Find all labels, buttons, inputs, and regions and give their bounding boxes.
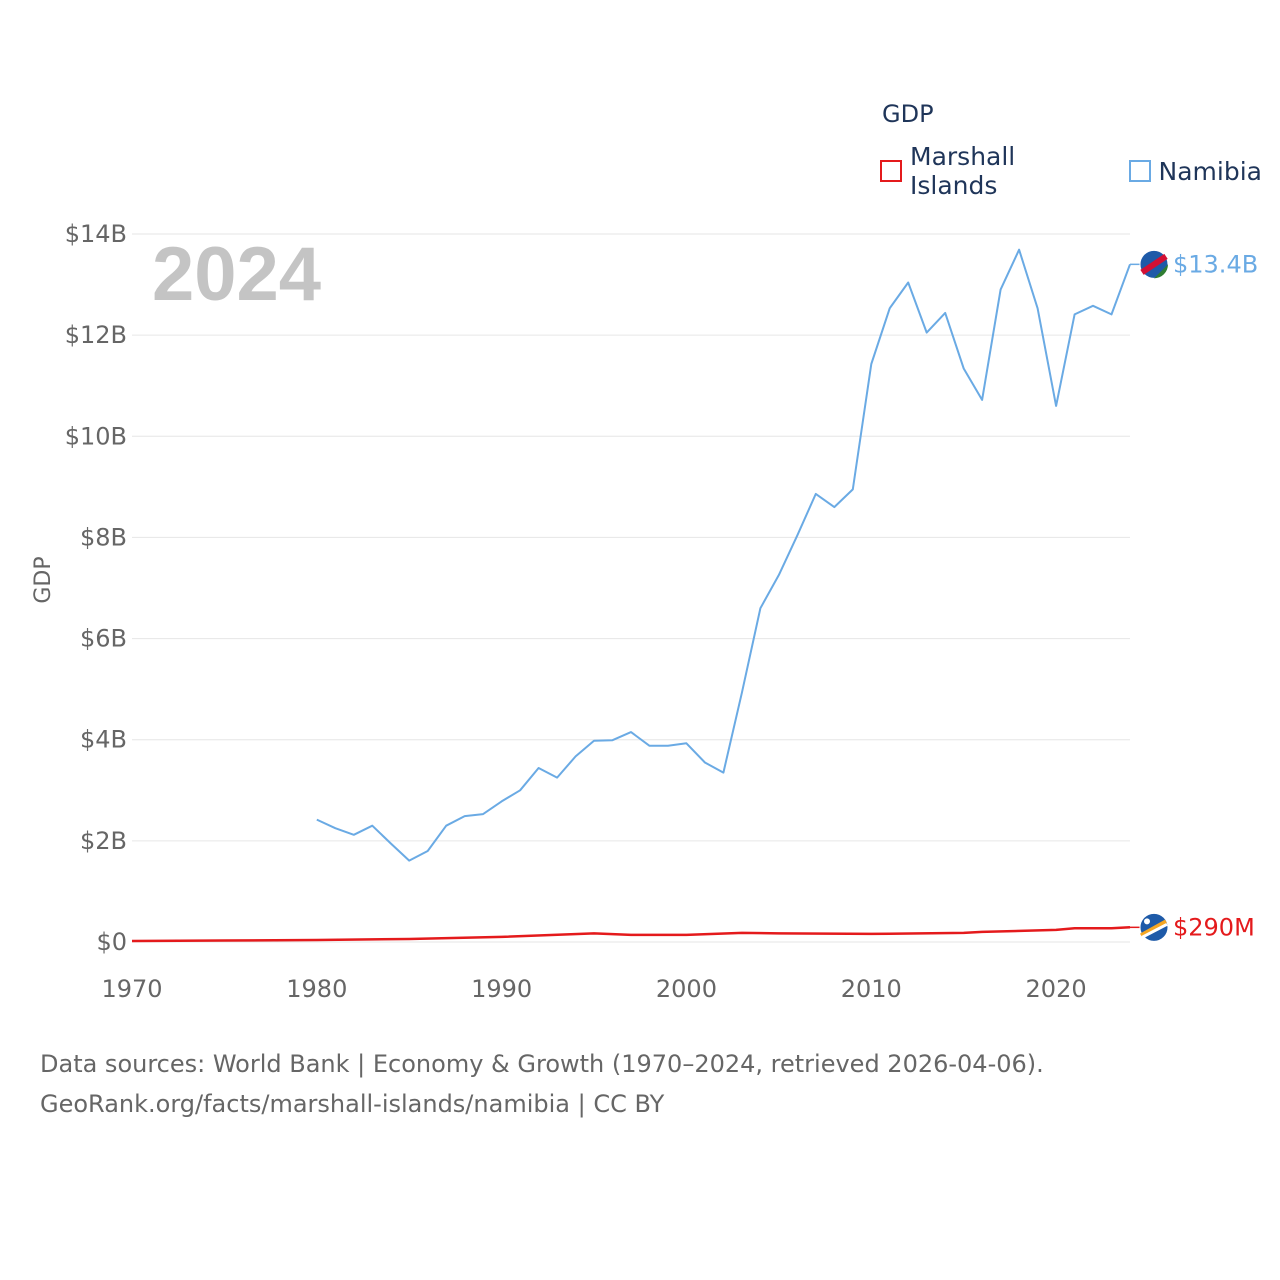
- flag-stripe-icon: [1140, 253, 1168, 275]
- legend-title: GDP: [882, 100, 934, 128]
- x-axis-ticks: 1970 1980 1990 2000 2010 2020: [101, 975, 1086, 1003]
- legend-item-namibia[interactable]: Namibia: [1128, 156, 1262, 186]
- y-tick-label: $0: [96, 928, 127, 956]
- y-tick-label: $12B: [65, 321, 127, 349]
- footer-sources: Data sources: World Bank | Economy & Gro…: [40, 1044, 1044, 1124]
- legend-label-marshall-islands: Marshall Islands: [910, 142, 1016, 200]
- series-line-namibia: [316, 248, 1131, 862]
- end-value-label-marshall-islands: $290M: [1173, 913, 1255, 941]
- y-axis-label: GDP: [31, 556, 56, 603]
- gridlines: [132, 233, 1130, 943]
- x-tick-label: 2000: [656, 975, 717, 1003]
- x-tick-label: 1980: [286, 975, 347, 1003]
- y-tick-label: $6B: [80, 625, 127, 653]
- flag-star-icon: [1144, 918, 1150, 925]
- year-label: 2024: [152, 232, 321, 317]
- y-tick-label: $2B: [80, 827, 127, 855]
- legend-swatch-marshall-islands: [880, 160, 902, 182]
- y-tick-label: $10B: [65, 422, 127, 450]
- legend-swatch-namibia: [1128, 160, 1151, 182]
- x-tick-label: 2020: [1026, 975, 1087, 1003]
- series-lines: [131, 248, 1131, 943]
- flag-stripe-white-icon: [1141, 923, 1168, 939]
- series-line-marshall-islands: [131, 926, 1131, 943]
- flag-stripe-icon: [1140, 919, 1167, 938]
- footer-line-sources: Data sources: World Bank | Economy & Gro…: [40, 1050, 1044, 1078]
- legend-label-namibia: Namibia: [1158, 156, 1262, 186]
- y-axis-ticks: $0 $2B $4B $6B $8B $10B $12B $14B: [65, 220, 127, 956]
- y-tick-label: $14B: [65, 220, 127, 248]
- x-tick-label: 1990: [471, 975, 532, 1003]
- legend: Marshall Islands Namibia: [880, 142, 1280, 200]
- end-value-label-namibia: $13.4B: [1173, 250, 1258, 278]
- y-tick-label: $4B: [80, 726, 127, 754]
- legend-item-marshall-islands[interactable]: Marshall Islands: [880, 142, 1111, 200]
- x-tick-label: 1970: [101, 975, 162, 1003]
- x-tick-label: 2010: [841, 975, 902, 1003]
- y-tick-label: $8B: [80, 523, 127, 551]
- footer-line-link[interactable]: GeoRank.org/facts/marshall-islands/namib…: [40, 1090, 665, 1118]
- flag-green-icon: [1154, 264, 1168, 279]
- end-markers: $290M $13.4B: [1130, 249, 1258, 942]
